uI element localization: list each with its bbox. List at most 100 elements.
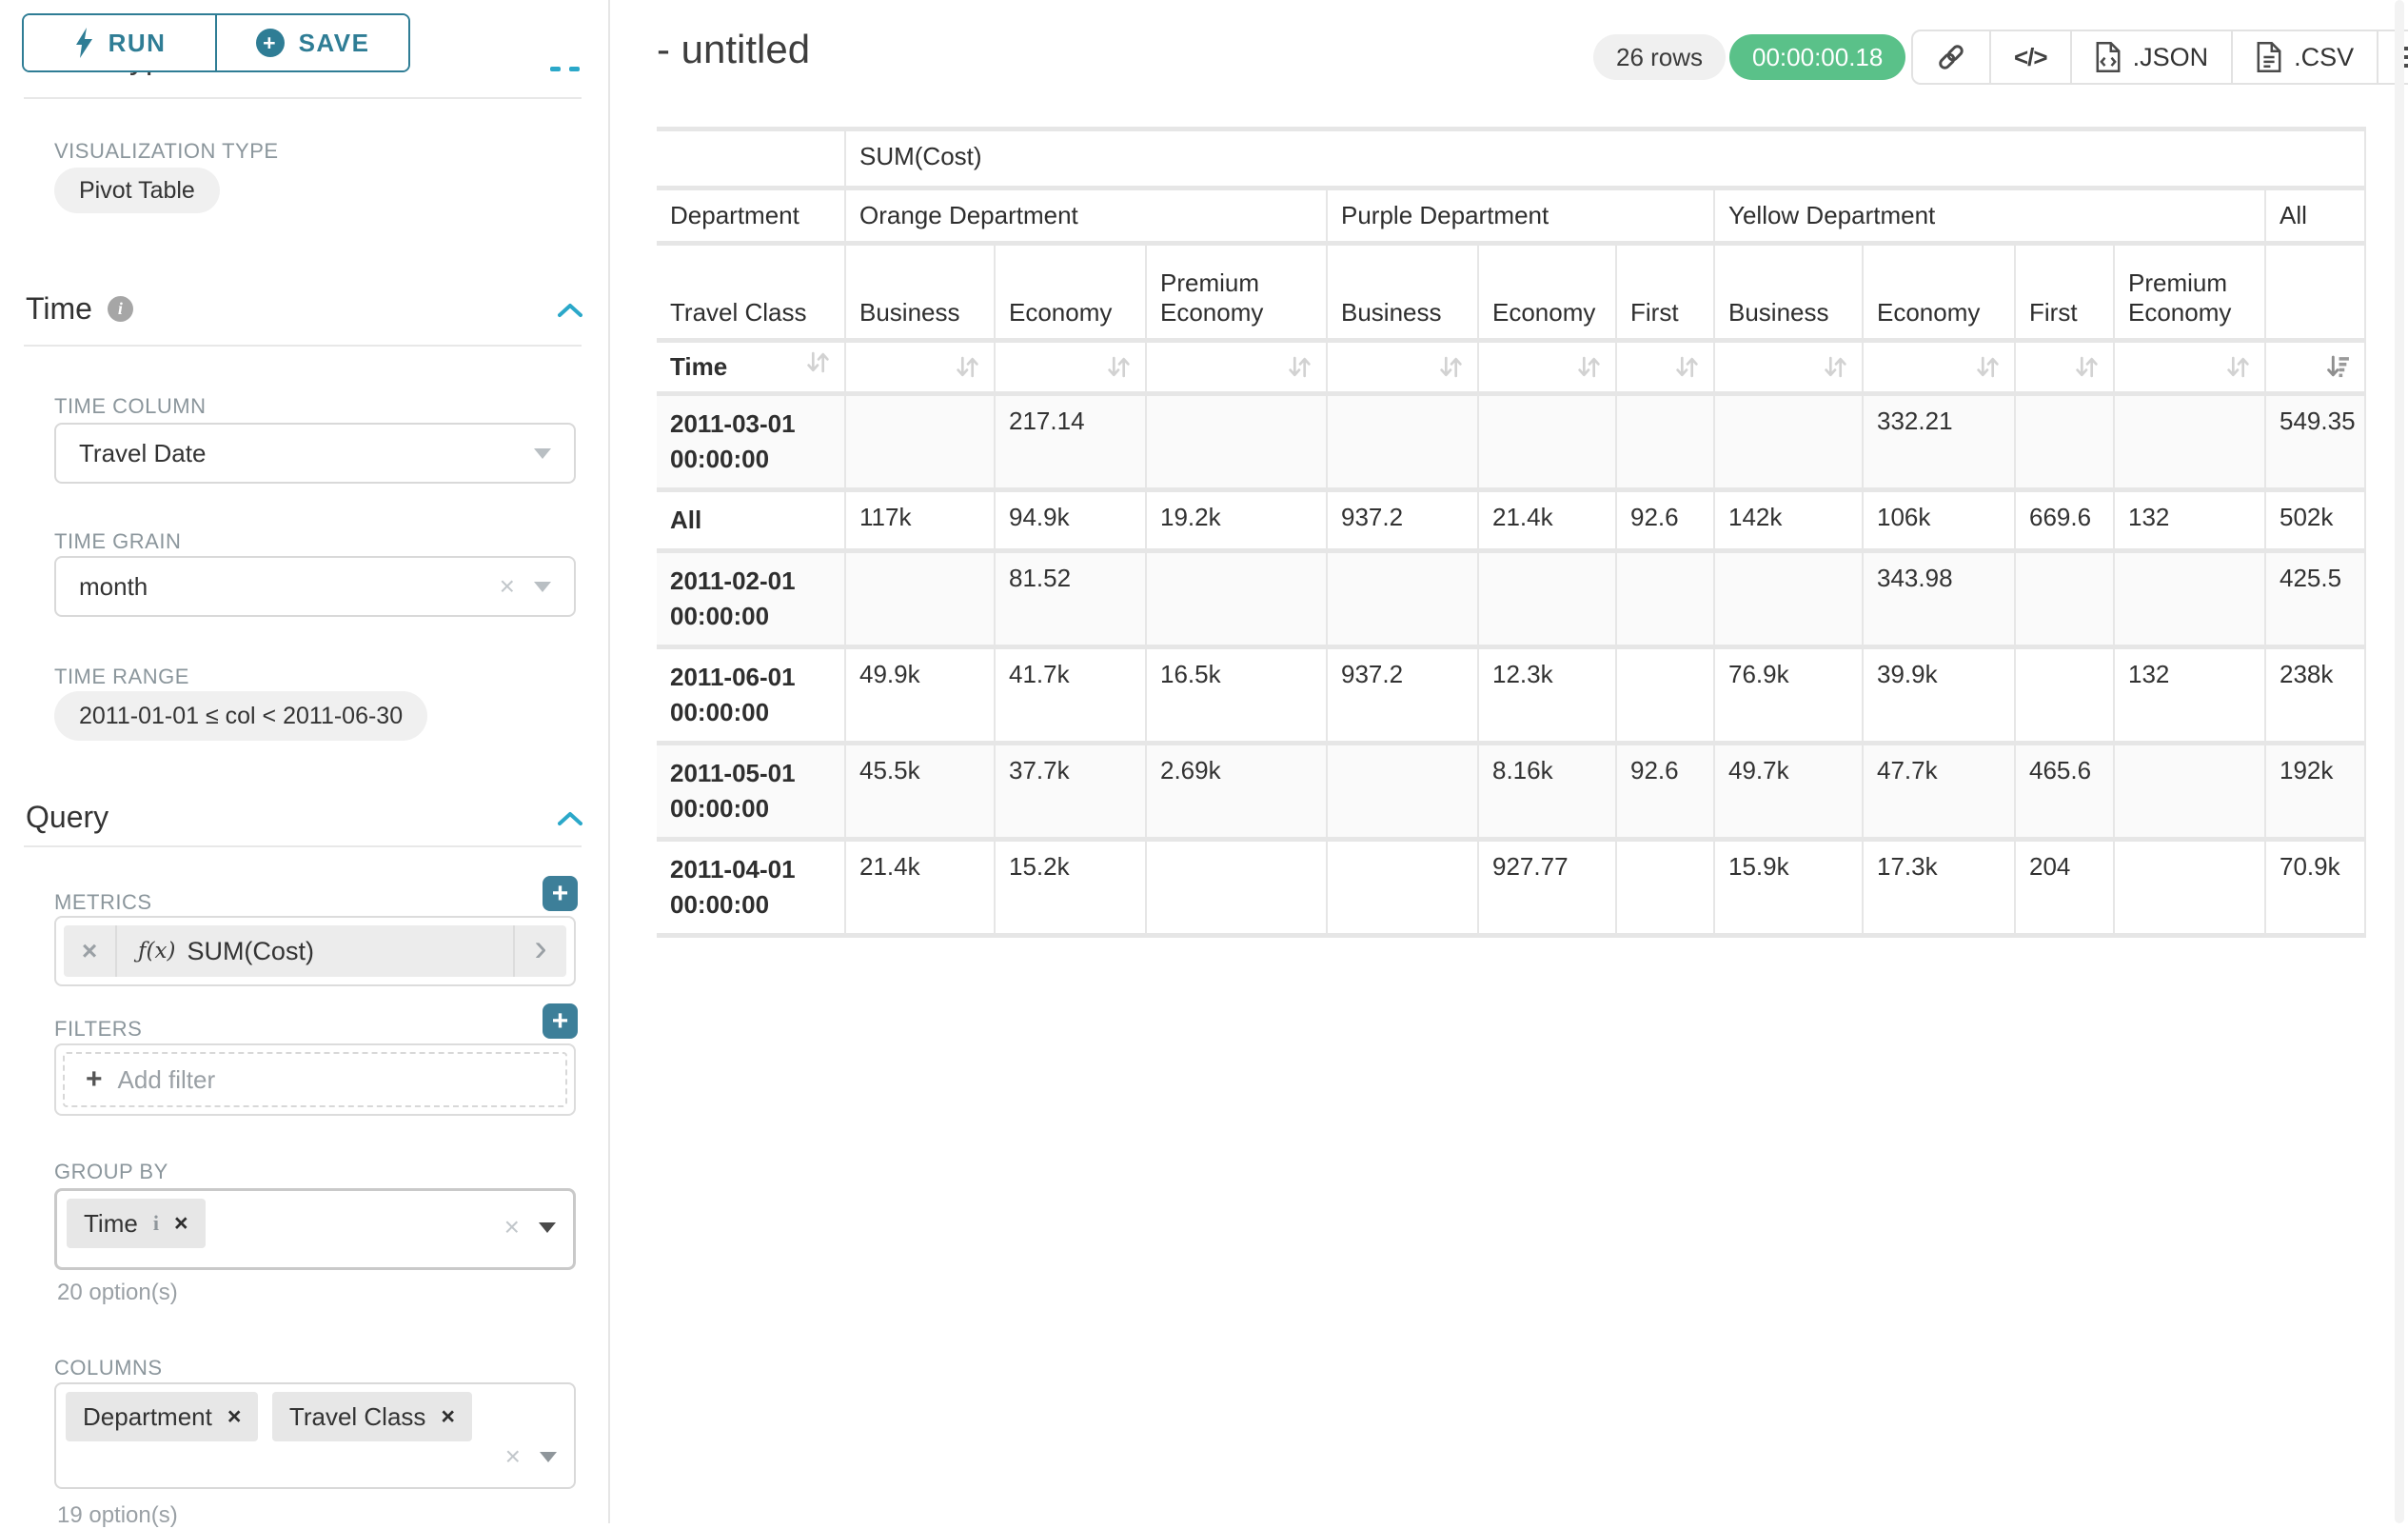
time-grain-select[interactable]: month × <box>54 556 576 617</box>
time-sort-header[interactable]: Time <box>657 340 846 396</box>
pivot-row: 2011-02-01 00:00:00 81.52 343.98 425.5 <box>657 550 2367 649</box>
sort-icon-cell[interactable] <box>1616 340 1715 396</box>
pivot-cell <box>2114 550 2266 649</box>
pivot-body: 2011-03-01 00:00:00 217.14 332.21 549.35 All… <box>657 393 2367 938</box>
remove-metric-icon[interactable]: × <box>64 925 117 977</box>
column-group-header: All <box>2265 188 2367 246</box>
pivot-cell: 142k <box>1714 489 1864 553</box>
blank-cell <box>2265 243 2367 343</box>
group-by-options-hint: 20 option(s) <box>57 1280 178 1305</box>
columns-select[interactable]: Department × Travel Class × × <box>54 1382 576 1489</box>
pivot-cell: 41.7k <box>995 646 1147 745</box>
pivot-cell: 332.21 <box>1863 393 2016 492</box>
remove-chip-icon[interactable]: × <box>441 1402 456 1430</box>
pivot-cell: 549.35 <box>2265 393 2367 492</box>
sort-icon-cell[interactable] <box>1478 340 1617 396</box>
caret-down-icon[interactable] <box>540 1451 557 1462</box>
time-section-title-text: Time <box>26 291 92 326</box>
sort-icon-active-cell[interactable] <box>2265 340 2367 396</box>
copy-link-button[interactable] <box>1913 31 1989 83</box>
run-button-label: RUN <box>108 28 167 57</box>
export-json-label: .JSON <box>2132 42 2209 71</box>
pivot-cell <box>1478 393 1617 492</box>
sort-icon-cell[interactable] <box>1863 340 2016 396</box>
sort-icon-cell[interactable] <box>1327 340 1479 396</box>
metrics-label: METRICS <box>54 890 152 914</box>
row-header: 2011-06-01 00:00:00 <box>657 646 846 745</box>
pivot-cell: 17.3k <box>1863 839 2016 938</box>
columns-chip[interactable]: Department × <box>66 1392 259 1441</box>
pivot-cell <box>1616 550 1715 649</box>
sort-icon-cell[interactable] <box>2015 340 2115 396</box>
expand-metric-icon[interactable]: › <box>513 925 566 977</box>
column-header: Premium Economy <box>1146 243 1328 343</box>
add-filter-plus-button[interactable]: + <box>543 1003 578 1039</box>
column-header: Economy <box>1478 243 1617 343</box>
group-by-chip[interactable]: Time i × <box>67 1199 206 1248</box>
filters-label: FILTERS <box>54 1017 143 1041</box>
chevron-up-icon[interactable] <box>550 67 561 71</box>
json-file-icon <box>2096 42 2121 72</box>
sort-icon-cell[interactable] <box>995 340 1147 396</box>
pivot-cell: 47.7k <box>1863 743 2016 842</box>
more-menu-button[interactable] <box>2377 31 2408 83</box>
pivot-cell <box>2015 646 2115 745</box>
embed-code-button[interactable]: </> <box>1989 31 2070 83</box>
time-section-title: Time i <box>26 291 133 327</box>
pivot-cell <box>1616 393 1715 492</box>
time-range-pill[interactable]: 2011-01-01 ≤ col < 2011-06-30 <box>54 691 428 741</box>
export-json-button[interactable]: .JSON <box>2069 31 2232 83</box>
clear-icon[interactable]: × <box>504 1441 521 1471</box>
sort-icon[interactable] <box>805 349 831 385</box>
sort-icon-cell[interactable] <box>1146 340 1328 396</box>
pivot-cell <box>2114 743 2266 842</box>
add-metric-button[interactable]: + <box>543 876 578 911</box>
caret-down-icon <box>534 447 551 459</box>
pivot-row: 2011-04-01 00:00:00 21.4k 15.2k 927.77 15.9k… <box>657 839 2367 938</box>
pivot-cell <box>845 393 996 492</box>
sort-icon-cell[interactable] <box>845 340 996 396</box>
chart-panel: - untitled 26 rows 00:00:00.18 </> .JSON <box>612 0 2408 1523</box>
collapse-chevron-icon[interactable] <box>558 303 582 323</box>
pivot-cell: 217.14 <box>995 393 1147 492</box>
row-header: 2011-02-01 00:00:00 <box>657 550 846 649</box>
pivot-cell: 70.9k <box>2265 839 2367 938</box>
pivot-cell <box>1146 839 1328 938</box>
run-button[interactable]: RUN <box>24 15 217 70</box>
clear-icon[interactable]: × <box>503 1212 520 1241</box>
pivot-cell: 92.6 <box>1616 743 1715 842</box>
pivot-cell <box>1146 393 1328 492</box>
column-header: Economy <box>1863 243 2016 343</box>
row-dim-header: Department <box>657 188 846 246</box>
time-column-select[interactable]: Travel Date <box>54 423 576 484</box>
sort-icon-cell[interactable] <box>2114 340 2266 396</box>
chevron-up-icon[interactable] <box>569 67 580 71</box>
columns-chip[interactable]: Travel Class × <box>271 1392 473 1441</box>
viz-type-pill[interactable]: Pivot Table <box>54 168 220 213</box>
time-grain-value: month <box>79 571 148 601</box>
control-panel: Chart Type RUN + SAVE VISUALIZATION TYPE… <box>0 0 610 1528</box>
collapse-chevron-icon[interactable] <box>558 811 582 831</box>
sort-icon-cell[interactable] <box>1714 340 1864 396</box>
column-header-row: Travel Class Business Economy Premium Ec… <box>657 243 2367 343</box>
metric-item[interactable]: × ƒ(x) SUM(Cost) › <box>64 925 566 977</box>
group-by-select[interactable]: Time i × × <box>54 1188 576 1270</box>
viz-type-label: VISUALIZATION TYPE <box>54 139 279 163</box>
clear-icon[interactable]: × <box>499 571 515 601</box>
remove-chip-icon[interactable]: × <box>227 1402 242 1430</box>
divider <box>24 97 582 99</box>
pivot-table-container: SUM(Cost) Department Orange Department P… <box>657 127 2367 938</box>
remove-chip-icon[interactable]: × <box>173 1209 188 1237</box>
pivot-cell: 132 <box>2114 646 2266 745</box>
export-csv-button[interactable]: .CSV <box>2231 31 2377 83</box>
blank-cell <box>657 127 846 190</box>
save-button[interactable]: + SAVE <box>217 15 408 70</box>
column-group-header: Orange Department <box>845 188 1328 246</box>
column-header: Business <box>845 243 996 343</box>
pivot-row: 2011-05-01 00:00:00 45.5k 37.7k 2.69k 8.16k 9… <box>657 743 2367 842</box>
caret-down-icon[interactable] <box>539 1221 556 1233</box>
scrollbar[interactable] <box>2395 0 2404 1523</box>
pivot-cell: 669.6 <box>2015 489 2115 553</box>
pivot-cell <box>1327 839 1479 938</box>
add-filter-button[interactable]: + Add filter <box>63 1052 567 1107</box>
